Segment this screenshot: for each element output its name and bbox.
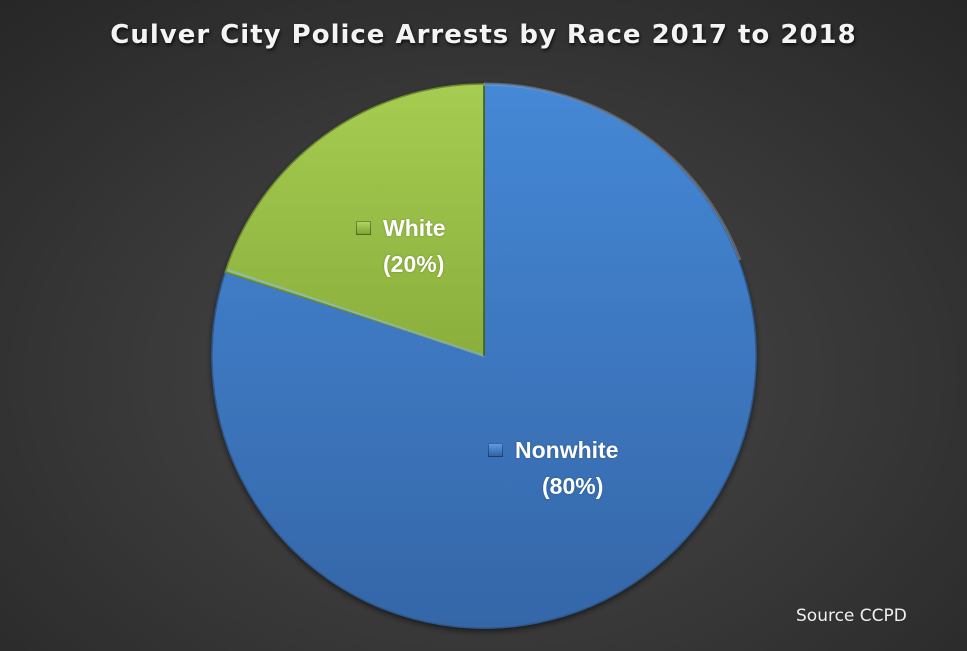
- data-label-nonwhite: Nonwhite (80%): [488, 432, 619, 504]
- data-label-white: White (20%): [356, 210, 446, 282]
- chart-title: Culver City Police Arrests by Race 2017 …: [110, 20, 857, 50]
- label-nonwhite-name: Nonwhite: [515, 437, 619, 463]
- label-white-name: White: [383, 215, 446, 241]
- legend-key-white-icon: [356, 221, 371, 235]
- label-white-pct: (20%): [383, 251, 445, 277]
- label-nonwhite-pct: (80%): [542, 473, 604, 499]
- legend-key-nonwhite-icon: [488, 443, 503, 457]
- source-note: Source CCPD: [796, 606, 907, 626]
- slice-white[interactable]: [224, 83, 485, 358]
